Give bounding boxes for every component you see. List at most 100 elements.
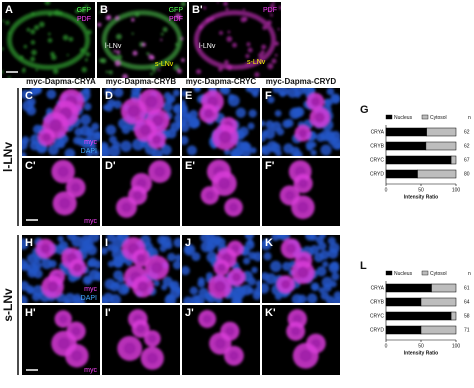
cell-core — [228, 202, 239, 212]
column-header: myc-Dapma-CRYC — [186, 77, 257, 86]
nucleus — [82, 88, 91, 95]
cell-core — [123, 342, 136, 355]
nucleus — [247, 277, 256, 286]
panel-label: C' — [25, 160, 36, 172]
texture — [22, 88, 100, 156]
overlay-label: DAPI — [81, 148, 97, 155]
spot — [33, 24, 40, 31]
cell-core — [58, 314, 68, 324]
nucleus — [26, 253, 38, 264]
texture — [193, 2, 281, 78]
spot — [114, 15, 120, 21]
spot — [198, 48, 201, 51]
nucleus — [316, 266, 327, 277]
nucleus — [57, 235, 64, 242]
nucleus — [76, 136, 86, 146]
nucleus — [64, 148, 76, 156]
overlay-label: myc — [84, 218, 97, 225]
nucleus — [253, 251, 260, 262]
n-value: 71 — [464, 327, 470, 333]
panel-label: B' — [192, 4, 203, 16]
nucleus — [161, 144, 172, 156]
cell-core — [217, 263, 226, 272]
spot — [80, 7, 87, 14]
nucleus — [87, 259, 95, 268]
nucleus — [165, 96, 174, 105]
cell-core — [139, 124, 151, 136]
bar-segment — [431, 283, 457, 293]
nucleus — [32, 124, 43, 135]
image-panel — [97, 2, 187, 78]
cell-core — [290, 326, 301, 336]
nucleus — [244, 235, 254, 240]
nucleus — [88, 269, 100, 281]
spot — [245, 53, 250, 59]
nucleus — [235, 140, 245, 149]
spot — [243, 16, 248, 22]
bar-segment — [385, 141, 427, 151]
spot — [30, 56, 36, 62]
spot — [116, 54, 123, 61]
nucleus — [293, 150, 303, 156]
cell-core — [70, 182, 81, 193]
nucleus — [262, 120, 266, 127]
nucleus — [46, 89, 57, 100]
overlay-label: s-LNv — [247, 59, 266, 66]
nucleus — [233, 287, 246, 300]
nucleus — [172, 260, 180, 270]
texture — [182, 235, 260, 303]
nucleus — [252, 290, 260, 300]
image-panel — [262, 88, 340, 156]
cell-core — [203, 108, 214, 119]
category-label: CRYA — [371, 129, 385, 135]
nucleus — [109, 294, 122, 303]
nucleus — [223, 148, 231, 156]
spot — [218, 66, 223, 72]
spot — [116, 50, 121, 54]
nucleus — [248, 109, 257, 118]
spot — [245, 62, 249, 66]
spot — [203, 6, 207, 10]
nucleus — [323, 98, 331, 106]
n-value: 67 — [464, 157, 470, 163]
nucleus — [182, 122, 190, 133]
cell-core — [154, 165, 166, 178]
spot — [132, 50, 138, 56]
spot — [31, 49, 37, 56]
nucleus — [297, 294, 307, 303]
cell-core — [137, 281, 149, 293]
nucleus — [189, 286, 198, 295]
spot — [7, 31, 11, 35]
nucleus — [330, 130, 340, 142]
image-panel — [262, 305, 340, 375]
spot — [177, 68, 182, 74]
panel-label: H — [25, 237, 33, 249]
overlay-label: s-LNv — [155, 61, 174, 68]
cell-core — [225, 326, 235, 337]
n-value: 61 — [464, 285, 470, 291]
nucleus — [250, 147, 257, 154]
nucleus — [328, 262, 340, 274]
nucleus — [182, 266, 190, 276]
nucleus — [182, 296, 194, 303]
spot — [76, 18, 80, 23]
cell-core — [214, 337, 226, 350]
panel-label: K' — [265, 307, 276, 319]
cell-core — [205, 190, 215, 200]
spot — [47, 37, 53, 43]
spot — [272, 2, 275, 4]
nucleus — [247, 239, 254, 246]
spot — [7, 76, 11, 78]
texture — [51, 310, 89, 368]
nucleus — [282, 119, 292, 129]
cell-core — [73, 263, 82, 272]
nucleus — [334, 142, 340, 150]
nucleus — [85, 243, 94, 251]
image-panel — [182, 235, 260, 303]
nucleus — [22, 136, 30, 145]
x-tick-label: 100 — [452, 187, 461, 193]
nucleus — [274, 293, 282, 301]
cell-core — [121, 202, 132, 213]
spot — [270, 13, 274, 17]
nucleus — [255, 280, 260, 288]
